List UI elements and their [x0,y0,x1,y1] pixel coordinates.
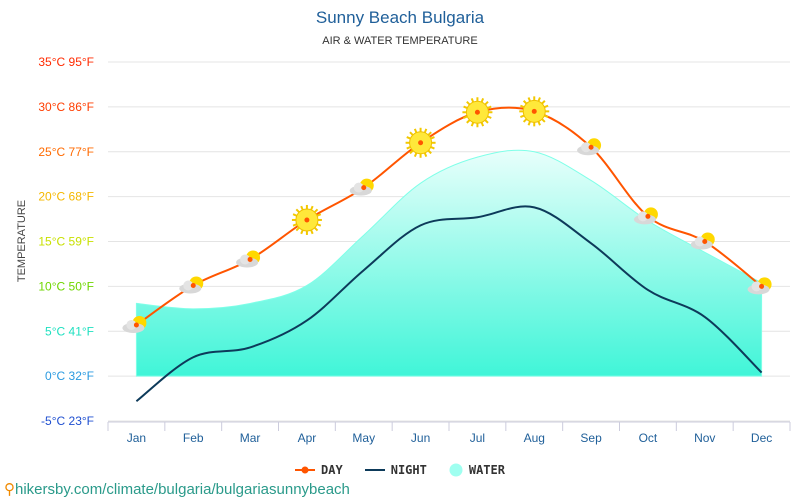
day-point [247,256,253,262]
legend-water-label: WATER [468,463,505,477]
day-point [702,239,708,244]
location-pin-icon: ⚲ [4,481,15,498]
footer-url: hikersby.com/climate/bulgaria/bulgariasu… [15,481,350,498]
legend: DAY NIGHT WATER [0,463,800,477]
water-area [135,149,763,377]
partly-cloudy-icon [690,232,715,250]
legend-day-label: DAY [321,463,343,477]
day-point [474,109,480,115]
legend-night[interactable]: NIGHT [364,463,427,477]
legend-day[interactable]: DAY [295,463,343,477]
day-point [588,144,594,150]
day-point [361,185,367,191]
y-tick-label: 0°C 32°F [45,369,94,383]
x-tick-label: Jul [470,431,485,445]
footer-link[interactable]: ⚲hikersby.com/climate/bulgaria/bulgarias… [4,480,350,498]
legend-night-marker [364,469,385,471]
y-tick-label: 20°C 68°F [38,190,94,204]
y-tick-label: 25°C 77°F [38,145,94,159]
x-tick-label: Nov [694,431,715,445]
y-tick-label: 10°C 50°F [38,279,94,293]
x-tick-label: Jun [411,431,430,445]
x-tick-label: Apr [298,431,317,445]
legend-water[interactable]: WATER [449,463,505,477]
x-tick-label: Feb [183,431,204,445]
x-tick-label: May [352,431,375,445]
day-point [759,283,765,289]
night-line [135,205,763,403]
day-point [418,140,424,146]
day-point [190,282,196,288]
y-tick-label: 15°C 59°F [38,235,94,249]
day-point [531,108,537,114]
x-tick-label: Dec [751,431,772,445]
x-tick-label: Jan [127,431,146,445]
chart-title: Sunny Beach Bulgaria [315,8,485,27]
x-tick-label: Oct [639,431,658,445]
y-tick-label: 5°C 41°F [45,324,94,338]
chart-subtitle: AIR & WATER TEMPERATURE [322,35,478,47]
day-point [133,322,139,328]
y-axis-label: TEMPERATURE [16,200,28,282]
x-tick-label: Sep [580,431,602,445]
y-tick-label: -5°C 23°F [41,414,94,428]
x-tick-label: Aug [524,431,545,445]
legend-water-marker [449,463,463,477]
y-tick-label: 35°C 95°F [38,55,94,69]
y-tick-label: 30°C 86°F [38,100,94,114]
day-point [645,213,651,219]
day-point [304,217,310,223]
x-tick-label: Mar [240,431,261,445]
legend-night-label: NIGHT [390,463,427,477]
legend-day-marker [295,466,316,474]
